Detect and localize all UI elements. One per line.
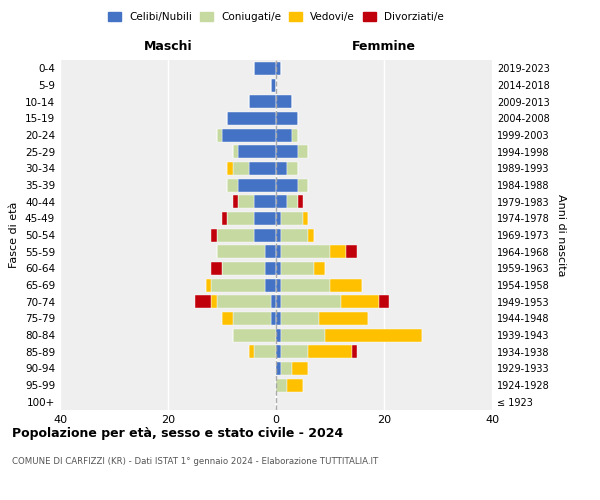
Bar [254, 345, 276, 358]
Bar [222, 312, 233, 325]
Bar [276, 345, 281, 358]
Bar [195, 295, 211, 308]
Bar [238, 178, 276, 192]
Bar [281, 345, 308, 358]
Bar [292, 362, 308, 375]
Bar [325, 328, 422, 342]
Bar [281, 328, 325, 342]
Bar [222, 128, 276, 141]
Bar [276, 95, 292, 108]
Bar [227, 112, 276, 125]
Bar [222, 212, 227, 225]
Bar [303, 212, 308, 225]
Bar [346, 245, 357, 258]
Bar [249, 95, 276, 108]
Bar [227, 212, 254, 225]
Bar [298, 195, 303, 208]
Bar [276, 162, 287, 175]
Bar [330, 245, 346, 258]
Bar [233, 162, 249, 175]
Bar [265, 245, 276, 258]
Bar [308, 228, 314, 241]
Bar [265, 262, 276, 275]
Bar [276, 145, 298, 158]
Bar [292, 128, 298, 141]
Bar [276, 228, 281, 241]
Bar [276, 62, 281, 75]
Bar [233, 145, 238, 158]
Y-axis label: Fasce di età: Fasce di età [10, 202, 19, 268]
Bar [330, 278, 362, 291]
Bar [276, 245, 281, 258]
Bar [281, 212, 303, 225]
Bar [217, 128, 222, 141]
Text: Popolazione per età, sesso e stato civile - 2024: Popolazione per età, sesso e stato civil… [12, 428, 343, 440]
Bar [227, 162, 233, 175]
Bar [211, 228, 217, 241]
Bar [271, 295, 276, 308]
Bar [276, 362, 281, 375]
Bar [254, 212, 276, 225]
Bar [298, 145, 308, 158]
Legend: Celibi/Nubili, Coniugati/e, Vedovi/e, Divorziati/e: Celibi/Nubili, Coniugati/e, Vedovi/e, Di… [104, 8, 448, 26]
Bar [314, 262, 325, 275]
Bar [281, 278, 330, 291]
Bar [287, 195, 298, 208]
Bar [211, 278, 265, 291]
Bar [211, 262, 222, 275]
Text: COMUNE DI CARFIZZI (KR) - Dati ISTAT 1° gennaio 2024 - Elaborazione TUTTITALIA.I: COMUNE DI CARFIZZI (KR) - Dati ISTAT 1° … [12, 458, 378, 466]
Bar [276, 262, 281, 275]
Bar [276, 278, 281, 291]
Bar [276, 212, 281, 225]
Bar [206, 278, 211, 291]
Bar [276, 328, 281, 342]
Bar [233, 328, 276, 342]
Bar [271, 312, 276, 325]
Bar [276, 378, 287, 392]
Bar [217, 228, 254, 241]
Bar [276, 112, 298, 125]
Bar [281, 245, 330, 258]
Bar [276, 128, 292, 141]
Bar [341, 295, 379, 308]
Bar [352, 345, 357, 358]
Y-axis label: Anni di nascita: Anni di nascita [556, 194, 566, 276]
Bar [287, 378, 303, 392]
Bar [238, 145, 276, 158]
Text: Femmine: Femmine [352, 40, 416, 52]
Bar [254, 195, 276, 208]
Bar [233, 312, 271, 325]
Bar [379, 295, 389, 308]
Bar [227, 178, 238, 192]
Bar [276, 178, 298, 192]
Text: Maschi: Maschi [143, 40, 193, 52]
Bar [281, 312, 319, 325]
Bar [276, 195, 287, 208]
Bar [298, 178, 308, 192]
Bar [217, 245, 265, 258]
Bar [281, 362, 292, 375]
Bar [249, 162, 276, 175]
Bar [222, 262, 265, 275]
Bar [276, 295, 281, 308]
Bar [233, 195, 238, 208]
Bar [254, 228, 276, 241]
Bar [287, 162, 298, 175]
Bar [271, 78, 276, 92]
Bar [276, 312, 281, 325]
Bar [281, 228, 308, 241]
Bar [211, 295, 217, 308]
Bar [319, 312, 368, 325]
Bar [217, 295, 271, 308]
Bar [281, 262, 314, 275]
Bar [249, 345, 254, 358]
Bar [308, 345, 352, 358]
Bar [238, 195, 254, 208]
Bar [265, 278, 276, 291]
Bar [281, 295, 341, 308]
Bar [254, 62, 276, 75]
